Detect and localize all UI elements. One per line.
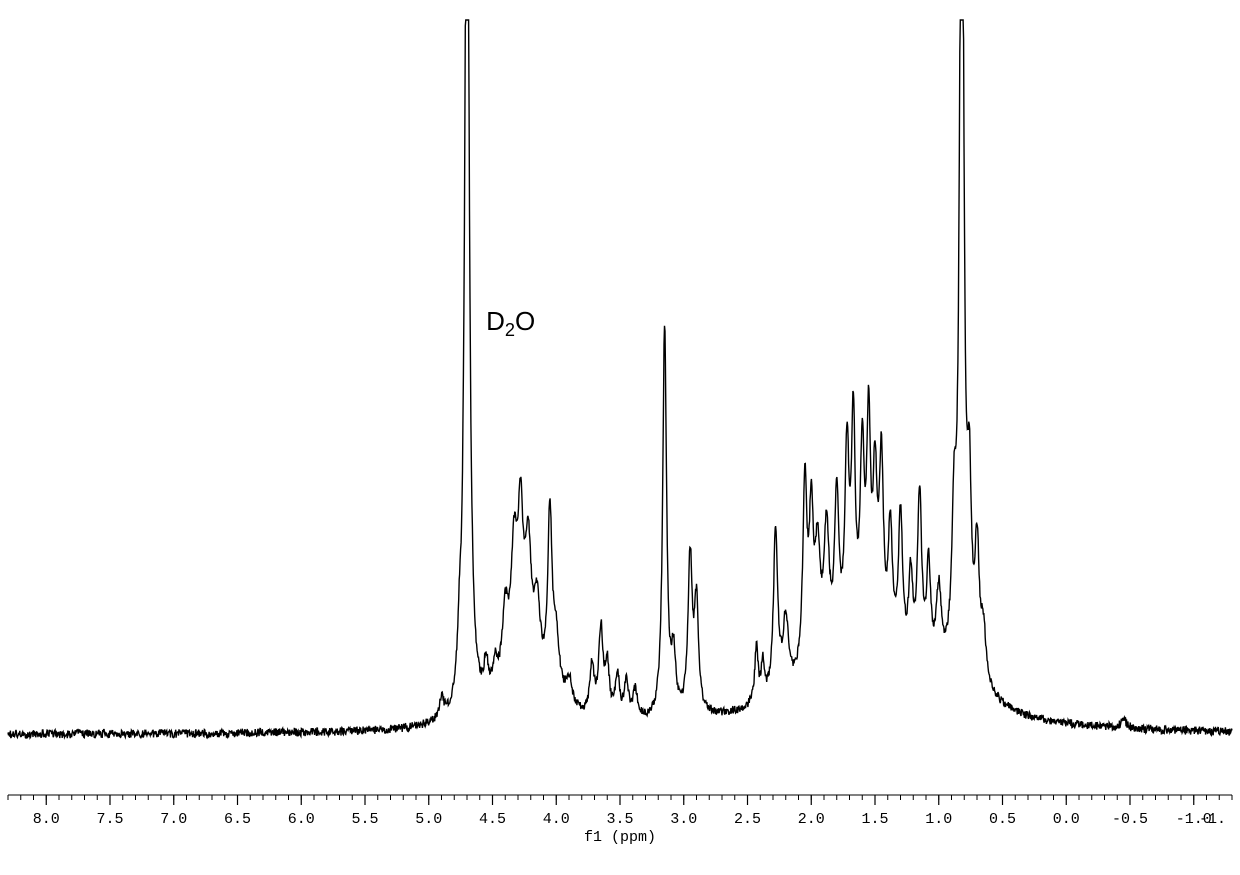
x-tick-label: 4.0 (543, 811, 570, 828)
x-tick-label: 8.0 (33, 811, 60, 828)
nmr-spectrum-chart: 8.0 7.5 7.0 6.5 6.0 5.5 5.0 4.5 4.0 3.5 3.0 2.5 2.0 1… (0, 0, 1240, 875)
x-tick-label: 1.0 (925, 811, 952, 828)
x-tick-label: 4.5 (479, 811, 506, 828)
x-tick-label: 3.5 (606, 811, 633, 828)
x-tick-label: 1.5 (861, 811, 888, 828)
x-tick-label: 0.5 (989, 811, 1016, 828)
x-tick-label: 6.0 (288, 811, 315, 828)
spectrum-svg: 8.0 7.5 7.0 6.5 6.0 5.5 5.0 4.5 4.0 3.5 3.0 2.5 2.0 1… (0, 0, 1240, 875)
x-tick-label: 6.5 (224, 811, 251, 828)
solvent-annotation: D2O (486, 306, 535, 341)
x-tick-label: -0.5 (1112, 811, 1148, 828)
x-tick-label: 2.0 (798, 811, 825, 828)
x-tick-label: 5.0 (415, 811, 442, 828)
x-tick-label: 7.0 (160, 811, 187, 828)
x-tick-label: 0.0 (1053, 811, 1080, 828)
x-axis-title: f1 (ppm) (584, 829, 656, 846)
x-tick-label: 3.0 (670, 811, 697, 828)
x-tick-label: 5.5 (351, 811, 378, 828)
spectrum-trace (8, 20, 1232, 738)
x-tick-label: 2.5 (734, 811, 761, 828)
x-tick-label: 7.5 (96, 811, 123, 828)
x-tick-label-clipped: -1. (1199, 811, 1226, 828)
